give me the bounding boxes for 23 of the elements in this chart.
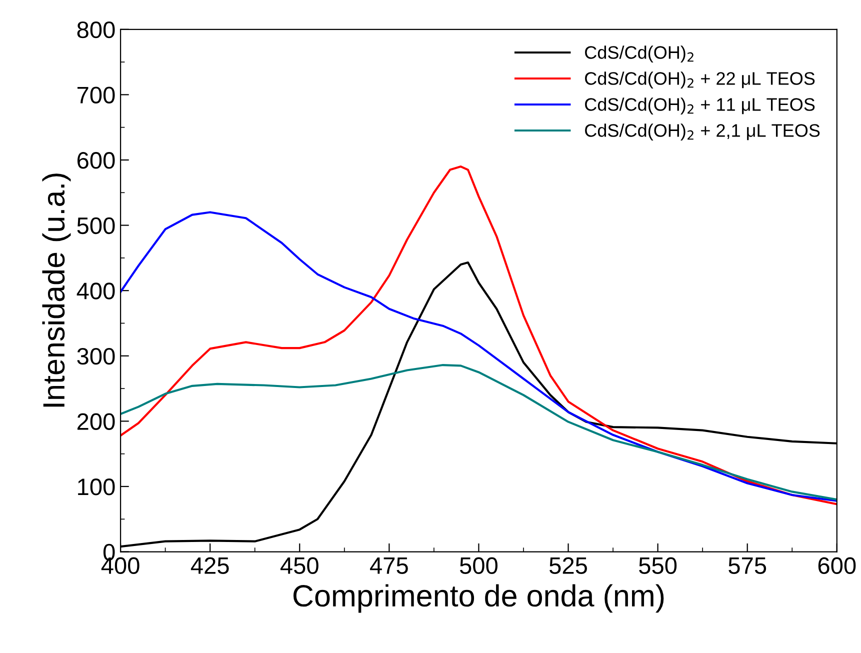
x-tick-label: 575 [728,558,766,574]
legend-label: CdS/Cd(OH)$_{2}$ + 11 μL TEOS [585,98,815,114]
x-tick-label: 525 [550,557,587,574]
y-axis-title: Intensidade (u.a.) [42,174,71,407]
x-tick-label: 550 [639,557,677,574]
x-tick-label: 475 [370,558,408,574]
y-tick-label: 100 [78,478,115,496]
y-tick-label: 700 [78,86,115,104]
y-tick-label: 600 [77,152,115,169]
x-tick-label: 425 [190,557,229,574]
legend-label: CdS/Cd(OH)$_{2}$ + 22 μL TEOS [585,72,815,88]
legend-label: CdS/Cd(OH)$_{2}$ + 2,1 μL TEOS [585,124,820,140]
y-tick-label: 400 [76,282,115,300]
y-tick-label: 200 [77,413,115,430]
x-tick-label: 600 [818,557,856,574]
x-tick-label: 450 [280,557,318,574]
x-axis-title: Comprimento de onda (nm) [293,584,664,613]
legend-label: CdS/Cd(OH)$_{2}$ [585,46,694,62]
x-tick-label: 500 [460,557,498,574]
line-series [120,364,837,501]
y-tick-label: 800 [77,21,115,38]
y-tick-label: 300 [77,348,115,365]
y-tick-label: 500 [77,217,115,234]
